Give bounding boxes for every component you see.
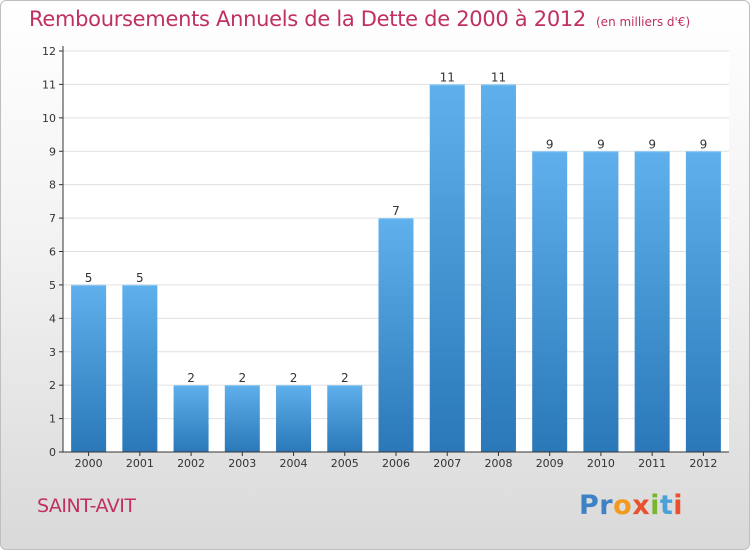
bar-2011[interactable] bbox=[634, 151, 670, 452]
chart-title-text: Remboursements Annuels de la Dette de 20… bbox=[29, 7, 586, 31]
x-tick-label: 2009 bbox=[536, 457, 564, 470]
logo-letter: P bbox=[579, 490, 600, 521]
commune-name: SAINT-AVIT bbox=[37, 495, 136, 517]
data-label: 9 bbox=[597, 137, 605, 151]
data-label: 9 bbox=[700, 137, 708, 151]
data-label: 2 bbox=[341, 371, 349, 385]
data-label: 2 bbox=[238, 371, 246, 385]
bars bbox=[71, 84, 721, 453]
data-label: 2 bbox=[187, 371, 195, 385]
data-label: 2 bbox=[290, 371, 298, 385]
logo-letter: t bbox=[659, 490, 674, 521]
logo-letter: r bbox=[599, 490, 614, 521]
data-label: 9 bbox=[648, 137, 656, 151]
x-tick-label: 2002 bbox=[177, 457, 205, 470]
bar-2010[interactable] bbox=[583, 151, 619, 452]
proxiti-logo[interactable]: Proxiti bbox=[579, 490, 683, 521]
data-label: 11 bbox=[440, 70, 455, 84]
x-tick-label: 2008 bbox=[484, 457, 512, 470]
data-label: 7 bbox=[392, 204, 400, 218]
x-tick-label: 2005 bbox=[331, 457, 359, 470]
x-tick-label: 2004 bbox=[280, 457, 308, 470]
x-tick-label: 2001 bbox=[126, 457, 154, 470]
y-tick-label: 8 bbox=[49, 179, 56, 192]
logo-letter: o bbox=[613, 490, 633, 521]
y-tick-label: 3 bbox=[49, 346, 56, 359]
chart-title: Remboursements Annuels de la Dette de 20… bbox=[29, 7, 690, 31]
y-tick-label: 5 bbox=[49, 279, 56, 292]
x-tick-label: 2010 bbox=[587, 457, 615, 470]
labels: 5 5 2 2 2 2 7 11 11 9 9 9 9 bbox=[85, 70, 707, 385]
data-label: 11 bbox=[491, 70, 506, 84]
logo-letter: i bbox=[673, 490, 684, 521]
x-tick-label: 2006 bbox=[382, 457, 410, 470]
data-label: 9 bbox=[546, 137, 554, 151]
bar-2004[interactable] bbox=[276, 385, 312, 452]
x-tick-label: 2003 bbox=[228, 457, 256, 470]
bar-2001[interactable] bbox=[122, 284, 158, 452]
x-tick-label: 2007 bbox=[433, 457, 461, 470]
bar-2002[interactable] bbox=[173, 385, 209, 452]
x-tick-label: 2012 bbox=[689, 457, 717, 470]
x-tick-label: 2011 bbox=[638, 457, 666, 470]
logo-letter: x bbox=[632, 490, 651, 521]
y-tick-label: 10 bbox=[42, 112, 56, 125]
y-tick-label: 6 bbox=[49, 246, 56, 259]
logo-letter: i bbox=[650, 490, 660, 521]
y-tick-label: 7 bbox=[49, 212, 56, 225]
bar-2007[interactable] bbox=[429, 84, 465, 453]
y-tick-label: 0 bbox=[49, 446, 56, 459]
chart-unit: (en milliers d'€) bbox=[596, 15, 691, 29]
data-label: 5 bbox=[85, 271, 93, 285]
bar-2000[interactable] bbox=[71, 284, 107, 452]
data-label: 5 bbox=[136, 271, 144, 285]
bar-2006[interactable] bbox=[378, 218, 414, 452]
bar-2005[interactable] bbox=[327, 385, 363, 452]
y-tick-label: 4 bbox=[49, 312, 56, 325]
bar-2003[interactable] bbox=[224, 385, 260, 452]
y-tick-label: 1 bbox=[49, 413, 56, 426]
y-tick-label: 12 bbox=[42, 45, 56, 58]
y-tick-label: 11 bbox=[42, 78, 56, 91]
bar-2009[interactable] bbox=[532, 151, 568, 452]
bar-2012[interactable] bbox=[685, 151, 721, 452]
bar-2008[interactable] bbox=[480, 84, 516, 453]
y-tick-label: 2 bbox=[49, 379, 56, 392]
y-tick-label: 9 bbox=[49, 145, 56, 158]
x-tick-label: 2000 bbox=[75, 457, 103, 470]
